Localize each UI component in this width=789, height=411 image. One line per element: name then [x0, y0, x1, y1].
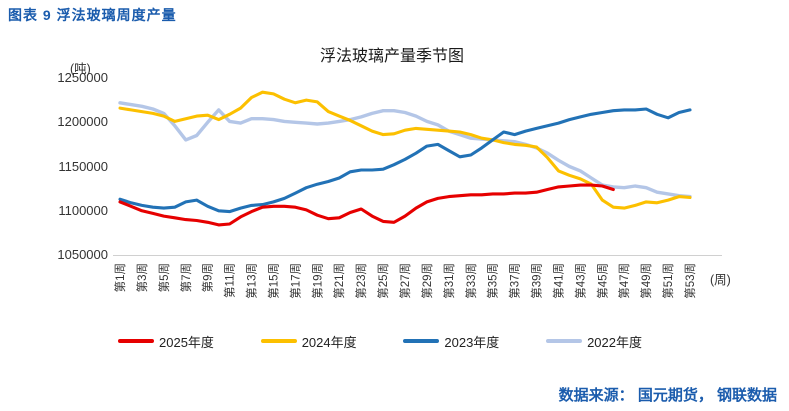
x-tick-label: 第11周 [223, 263, 237, 298]
x-tick-label: 第3周 [135, 263, 149, 292]
x-tick-label: 第1周 [113, 263, 127, 292]
x-tick-label: 第35周 [486, 263, 500, 299]
legend-label-2023: 2023年度 [444, 334, 500, 350]
x-tick-label: 第29周 [420, 263, 434, 299]
legend-swatch-2024 [260, 339, 297, 343]
x-tick-label: 第13周 [245, 263, 259, 299]
y-tick-label: 1250000 [57, 70, 108, 85]
x-tick-label: 第21周 [332, 263, 346, 299]
x-tick-label: 第5周 [157, 263, 171, 292]
x-tick-label: 第17周 [288, 263, 302, 299]
legend-swatch-2023 [403, 339, 440, 343]
legend-item-2023: 2023年度 [403, 332, 499, 351]
y-tick-label: 1150000 [58, 158, 108, 174]
chart-title: 浮法玻璃产量季节图 [319, 48, 465, 65]
y-axis-unit-label: (吨) [70, 62, 91, 76]
x-tick-label: 第33周 [464, 263, 478, 299]
x-tick-label: 第47周 [617, 263, 631, 299]
chart-legend: 2025年度 2024年度 2023年度 2022年度 [118, 332, 642, 351]
legend-item-2022: 2022年度 [546, 332, 642, 351]
x-tick-label: 第45周 [595, 263, 609, 299]
legend-swatch-2025 [118, 339, 154, 343]
x-tick-label: 第53周 [683, 263, 697, 299]
x-tick-label: 第51周 [661, 263, 675, 299]
series-line-2023年度 [118, 107, 692, 214]
x-tick-label: 第41周 [551, 263, 565, 299]
x-tick-label: 第49周 [639, 263, 653, 299]
y-tick-label: 1200000 [57, 114, 108, 130]
legend-swatch-2022 [546, 339, 583, 343]
x-tick-label: 第43周 [573, 263, 587, 299]
x-tick-label: 第27周 [398, 263, 412, 299]
series-line-2024年度 [118, 90, 692, 210]
series-line-2022年度 [118, 101, 692, 199]
x-tick-label: 第19周 [310, 263, 324, 299]
y-tick-label: 1050000 [57, 247, 108, 262]
x-tick-label: 第25周 [376, 263, 390, 299]
x-tick-label: 第39周 [530, 263, 544, 299]
x-tick-label: 第31周 [442, 263, 456, 299]
legend-label-2025: 2025年度 [159, 334, 214, 350]
legend-label-2022: 2022年度 [587, 334, 642, 350]
x-tick-label: 第7周 [179, 263, 193, 292]
legend-item-2024: 2024年度 [260, 332, 357, 351]
chart-caption: 图表 9 浮法玻璃周度产量 [8, 7, 177, 23]
x-tick-label: 第15周 [266, 263, 280, 299]
series-line-2025年度 [118, 183, 615, 227]
x-tick-label: 第23周 [354, 263, 368, 299]
legend-label-2024: 2024年度 [301, 334, 357, 350]
x-tick-label: 第37周 [508, 263, 522, 299]
legend-item-2025: 2025年度 [118, 332, 214, 351]
x-axis-unit-label: (周) [710, 273, 731, 287]
x-tick-label: 第9周 [201, 263, 215, 292]
y-tick-label: 1100000 [58, 202, 108, 218]
data-source-note: 数据来源： 国元期货， 钢联数据 [558, 387, 777, 404]
